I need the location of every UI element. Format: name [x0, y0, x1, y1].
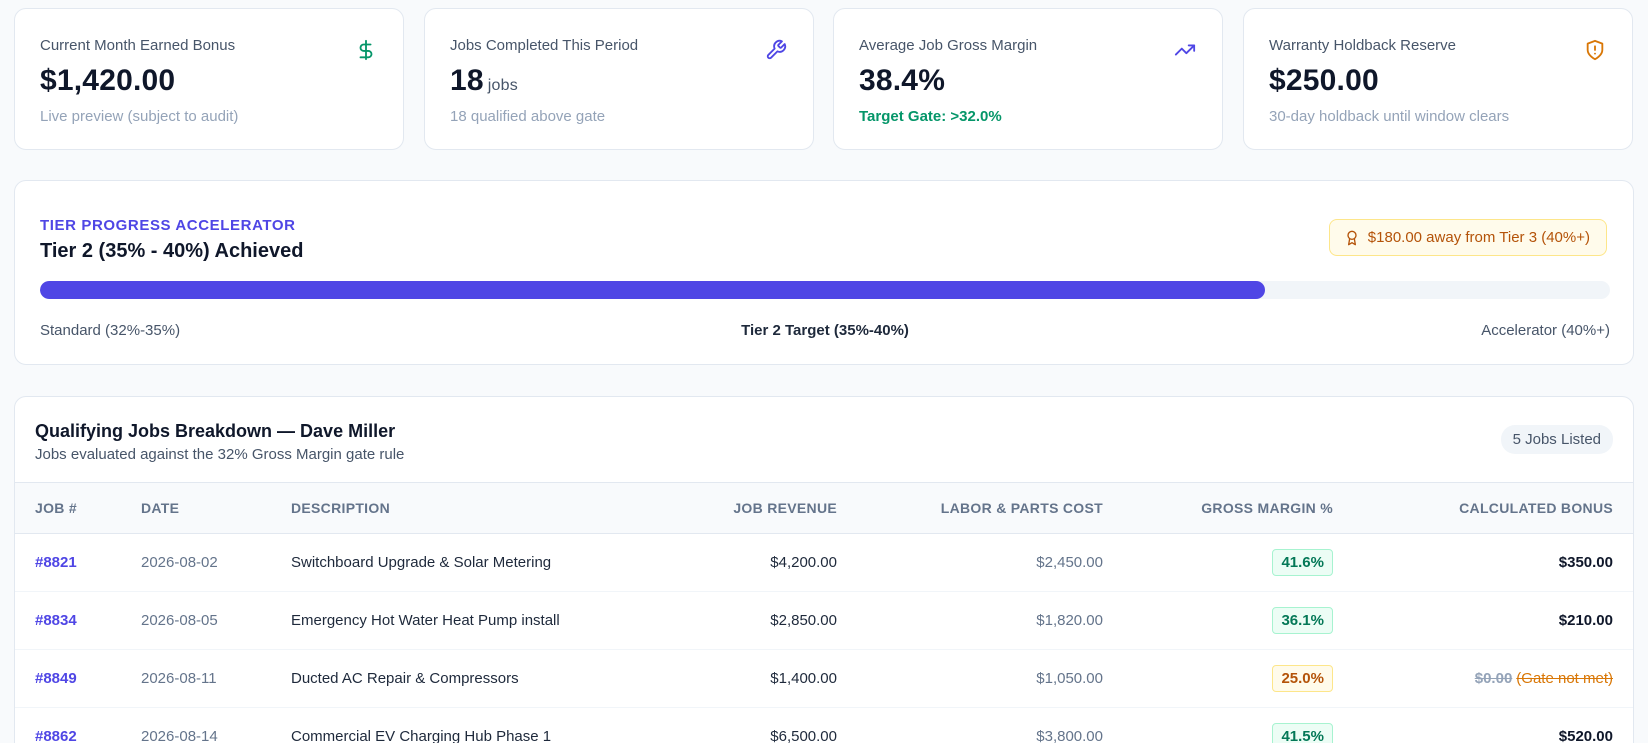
col-margin[interactable]: Gross Margin % [1201, 499, 1333, 516]
jobs-table: Job # Date Description Job Revenue Labor… [15, 483, 1633, 743]
job-number-link[interactable]: #8862 [35, 727, 77, 743]
table-header-row: Job # Date Description Job Revenue Labor… [15, 483, 1633, 533]
col-description[interactable]: Description [291, 499, 390, 516]
job-revenue: $6,500.00 [770, 727, 837, 743]
margin-chip: 25.0% [1272, 664, 1333, 692]
dollar-icon [359, 39, 373, 61]
job-margin-cell: 41.5% [1123, 707, 1353, 743]
job-margin-cell: 25.0% [1123, 649, 1353, 707]
col-date[interactable]: Date [141, 499, 180, 516]
table-row[interactable]: #8821 2026-08-02 Switchboard Upgrade & Sol… [15, 533, 1633, 591]
jobs-header: Qualifying Jobs Breakdown — Dave Miller … [15, 397, 1633, 483]
tick-tier2: Tier 2 Target (35%-40%) [741, 322, 909, 339]
tier-distance-text: $180.00 away from Tier 3 (40%+) [1367, 229, 1590, 246]
job-revenue: $2,850.00 [770, 611, 837, 629]
tier-ticks: Standard (32%-35%) Tier 2 Target (35%-40… [40, 322, 1610, 342]
job-cost: $2,450.00 [1036, 553, 1103, 571]
stat-label: Jobs Completed This Period [450, 37, 639, 54]
stat-card-gross-margin: Average Job Gross Margin 38.4% Target Ga… [833, 8, 1223, 150]
tier-title: Tier 2 (35% - 40%) Achieved [40, 240, 304, 262]
stat-subtext: Target Gate: >32.0% [859, 108, 1002, 125]
col-job[interactable]: Job # [35, 499, 77, 516]
job-bonus: $0.00 (Gate not met) [1353, 649, 1633, 707]
stat-card-earned-bonus: Current Month Earned Bonus $1,420.00 Liv… [14, 8, 404, 150]
job-cost: $1,050.00 [1036, 669, 1103, 687]
margin-chip: 41.5% [1272, 722, 1333, 743]
stat-value: $250.00 [1269, 64, 1379, 97]
job-number-link[interactable]: #8821 [35, 553, 77, 571]
tick-accelerator: Accelerator (40%+) [1481, 322, 1610, 339]
job-cost: $3,800.00 [1036, 727, 1103, 743]
jobs-breakdown-card: Qualifying Jobs Breakdown — Dave Miller … [14, 396, 1634, 743]
col-revenue[interactable]: Job Revenue [733, 499, 837, 516]
tick-standard: Standard (32%-35%) [40, 322, 181, 339]
stat-label: Warranty Holdback Reserve [1269, 37, 1457, 54]
job-revenue: $1,400.00 [770, 669, 837, 687]
stat-subtext: 18 qualified above gate [450, 108, 606, 125]
stat-value: 18 jobs [450, 64, 518, 97]
tier-progress-fill [40, 281, 1265, 299]
stat-unit: jobs [487, 77, 518, 94]
stat-subtext: 30-day holdback until window clears [1269, 108, 1510, 125]
job-revenue: $4,200.00 [770, 553, 837, 571]
award-icon [1347, 230, 1357, 245]
table-row[interactable]: #8834 2026-08-05 Emergency Hot Water Heat … [15, 591, 1633, 649]
table-row[interactable]: #8849 2026-08-11 Ducted AC Repair & Compre… [15, 649, 1633, 707]
col-cost[interactable]: Labor & Parts Cost [940, 499, 1103, 516]
tier-kicker: TIER PROGRESS ACCELERATOR [40, 217, 296, 234]
jobs-subtitle: Jobs evaluated against the 32% Gross Mar… [35, 446, 405, 463]
jobs-count-badge: 5 Jobs Listed [1500, 425, 1613, 454]
margin-chip: 41.6% [1272, 548, 1333, 576]
job-bonus: $350.00 [1558, 553, 1613, 571]
job-date: 2026-08-11 [141, 669, 217, 687]
tier-distance-badge: $180.00 away from Tier 3 (40%+) [1328, 219, 1607, 256]
stat-label: Average Job Gross Margin [859, 37, 1038, 54]
job-date: 2026-08-05 [141, 611, 218, 629]
wrench-icon [766, 39, 787, 60]
job-margin-cell: 36.1% [1123, 591, 1353, 649]
tier-progress-bar [40, 281, 1610, 299]
stat-label: Current Month Earned Bonus [40, 37, 236, 54]
job-bonus: $210.00 [1558, 611, 1613, 629]
job-description: Ducted AC Repair & Compressors [291, 669, 519, 687]
job-description: Commercial EV Charging Hub Phase 1 [291, 727, 552, 743]
stat-card-warranty-holdback: Warranty Holdback Reserve $250.00 30-day… [1243, 8, 1633, 150]
stat-value: 38.4% [859, 64, 946, 97]
job-bonus: $520.00 [1558, 727, 1613, 743]
job-cost: $1,820.00 [1036, 611, 1103, 629]
jobs-title: Qualifying Jobs Breakdown — Dave Miller [35, 421, 396, 441]
table-row[interactable]: #8862 2026-08-14 Commercial EV Charging Hu… [15, 707, 1633, 743]
job-number-link[interactable]: #8834 [35, 611, 77, 629]
gate-not-met-note: (Gate not met) [1516, 669, 1613, 687]
job-margin-cell: 41.6% [1123, 533, 1353, 591]
bonus-struck: $0.00 [1474, 669, 1513, 687]
shield-icon [1586, 39, 1604, 61]
job-date: 2026-08-02 [141, 553, 218, 571]
trending-up-icon [1174, 44, 1196, 56]
job-description: Emergency Hot Water Heat Pump install [291, 611, 560, 629]
col-bonus[interactable]: Calculated Bonus [1459, 499, 1613, 516]
stat-value: $1,420.00 [40, 64, 176, 97]
job-number-link[interactable]: #8849 [35, 669, 77, 687]
job-description: Switchboard Upgrade & Solar Metering [291, 553, 552, 571]
stat-subtext: Live preview (subject to audit) [40, 108, 239, 125]
job-date: 2026-08-14 [141, 727, 218, 743]
stat-card-jobs-completed: Jobs Completed This Period 18 jobs 18 qua… [424, 8, 814, 150]
margin-chip: 36.1% [1272, 606, 1333, 634]
tier-progress-card: TIER PROGRESS ACCELERATOR Tier 2 (35% - … [14, 180, 1634, 365]
